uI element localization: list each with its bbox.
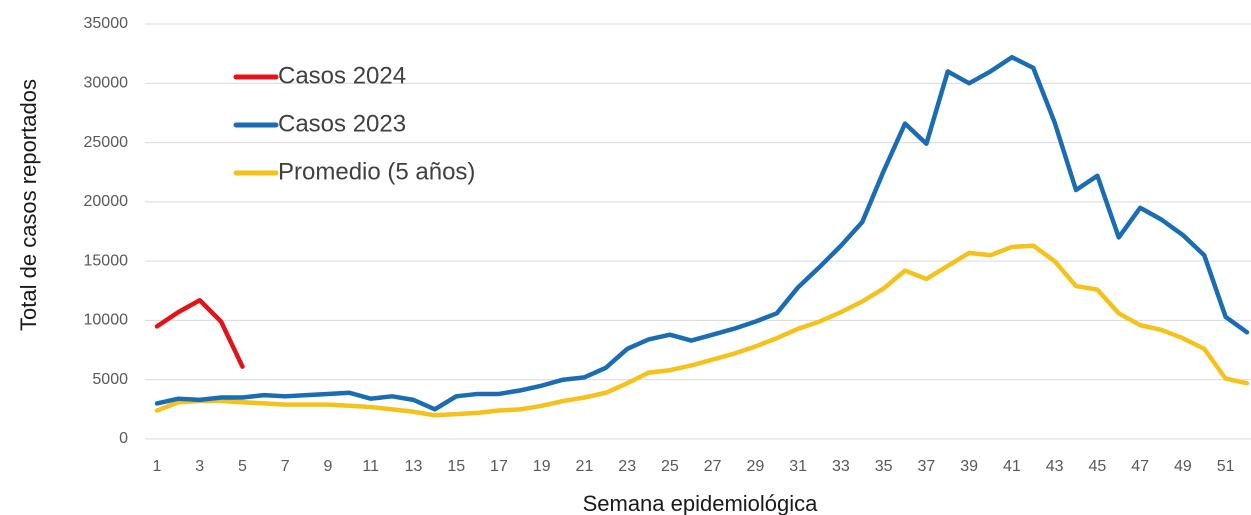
x-tick-label: 31 [789, 458, 807, 475]
y-tick-label: 10000 [84, 312, 129, 329]
y-tick-label: 25000 [84, 134, 129, 151]
x-tick-label: 29 [747, 458, 765, 475]
x-tick-label: 33 [832, 458, 850, 475]
legend-label: Promedio (5 años) [278, 158, 475, 185]
x-tick-label: 25 [661, 458, 679, 475]
x-tick-label: 19 [533, 458, 551, 475]
y-tick-label: 30000 [84, 75, 129, 92]
x-tick-label: 7 [281, 458, 290, 475]
x-tick-label: 43 [1046, 458, 1064, 475]
x-tick-label: 5 [238, 458, 247, 475]
y-tick-label: 0 [119, 430, 128, 447]
x-tick-label: 11 [362, 458, 379, 475]
x-tick-label: 41 [1003, 458, 1021, 475]
x-tick-label: 35 [875, 458, 893, 475]
y-axis-title: Total de casos reportados [16, 79, 41, 331]
x-tick-label: 49 [1174, 458, 1192, 475]
x-tick-label: 39 [960, 458, 978, 475]
y-tick-label: 15000 [84, 252, 129, 269]
x-tick-label: 3 [195, 458, 204, 475]
data-line [154, 54, 1250, 412]
x-tick-label: 9 [324, 458, 333, 475]
y-tick-label: 20000 [84, 193, 129, 210]
x-tick-label: 47 [1131, 458, 1149, 475]
x-tick-label: 1 [153, 458, 162, 475]
y-tick-label: 35000 [84, 15, 129, 32]
x-tick-label: 13 [405, 458, 423, 475]
data-line [154, 298, 245, 369]
x-axis-title: Semana epidemiológica [583, 491, 819, 515]
data-line [154, 243, 1250, 418]
legend-label: Casos 2024 [278, 62, 406, 89]
x-tick-label: 51 [1217, 458, 1235, 475]
y-tick-label: 5000 [92, 371, 128, 388]
x-tick-label: 15 [447, 458, 465, 475]
x-tick-label: 37 [918, 458, 936, 475]
x-tick-label: 21 [576, 458, 594, 475]
x-tick-label: 17 [490, 458, 508, 475]
x-tick-label: 27 [704, 458, 722, 475]
x-tick-label: 23 [618, 458, 636, 475]
x-tick-label: 45 [1088, 458, 1106, 475]
legend-label: Casos 2023 [278, 110, 406, 137]
